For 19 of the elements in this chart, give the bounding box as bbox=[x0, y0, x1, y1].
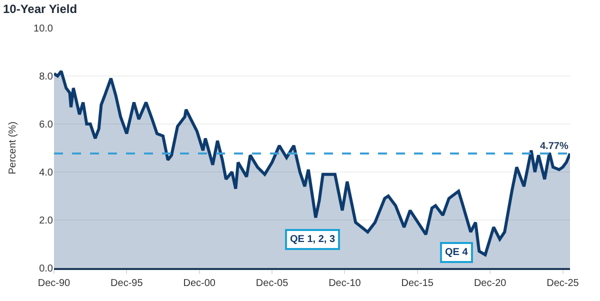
x-tick-label: Dec-25 bbox=[546, 278, 580, 289]
annotation: QE 4 bbox=[445, 247, 468, 258]
y-tick-label: 6.0 bbox=[39, 120, 54, 130]
x-tick-label: Dec-00 bbox=[183, 278, 216, 289]
y-tick-label: 10.0 bbox=[34, 24, 54, 34]
annotation: QE 1, 2, 3 bbox=[290, 234, 336, 245]
y-tick-label: 2.0 bbox=[39, 216, 54, 226]
y-tick-label: 4.0 bbox=[39, 168, 54, 178]
y-axis-title: Percent (%) bbox=[8, 122, 19, 174]
x-tick-label: Dec-05 bbox=[256, 278, 289, 289]
ref-line-label: 4.77% bbox=[540, 141, 568, 152]
x-tick-label: Dec-20 bbox=[474, 278, 507, 289]
chart-title: 10-Year Yield bbox=[3, 2, 78, 16]
x-tick-label: Dec-90 bbox=[38, 278, 71, 289]
y-tick-label: 0.0 bbox=[39, 264, 54, 274]
x-tick-label: Dec-15 bbox=[401, 278, 434, 289]
x-tick-label: Dec-95 bbox=[110, 278, 144, 289]
y-tick-label: 8.0 bbox=[39, 72, 54, 82]
x-tick-label: Dec-10 bbox=[328, 278, 362, 289]
